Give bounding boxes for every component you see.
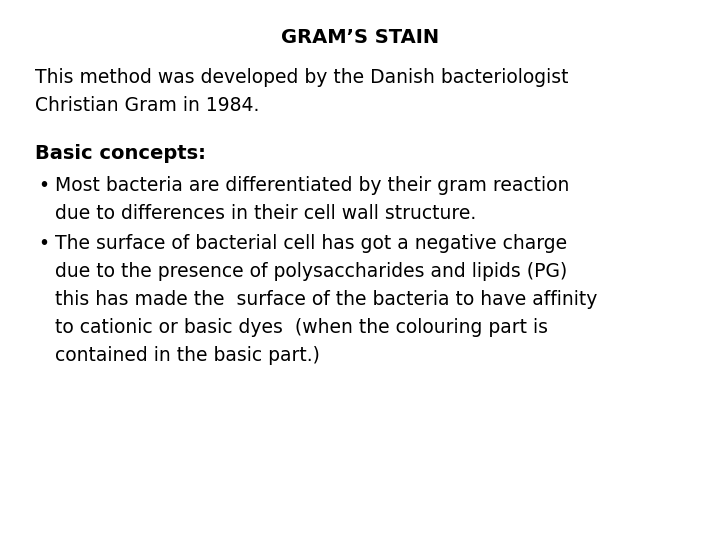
Text: due to differences in their cell wall structure.: due to differences in their cell wall st… [55,204,476,223]
Text: to cationic or basic dyes  (when the colouring part is: to cationic or basic dyes (when the colo… [55,318,548,337]
Text: due to the presence of polysaccharides and lipids (PG): due to the presence of polysaccharides a… [55,262,567,281]
Text: GRAM’S STAIN: GRAM’S STAIN [281,28,439,47]
Text: •: • [38,176,49,195]
Text: Most bacteria are differentiated by their gram reaction: Most bacteria are differentiated by thei… [55,176,570,195]
Text: The surface of bacterial cell has got a negative charge: The surface of bacterial cell has got a … [55,234,567,253]
Text: Basic concepts:: Basic concepts: [35,144,206,163]
Text: This method was developed by the Danish bacteriologist: This method was developed by the Danish … [35,68,569,87]
Text: this has made the  surface of the bacteria to have affinity: this has made the surface of the bacteri… [55,290,598,309]
Text: contained in the basic part.): contained in the basic part.) [55,346,320,365]
Text: •: • [38,234,49,253]
Text: Christian Gram in 1984.: Christian Gram in 1984. [35,96,259,115]
